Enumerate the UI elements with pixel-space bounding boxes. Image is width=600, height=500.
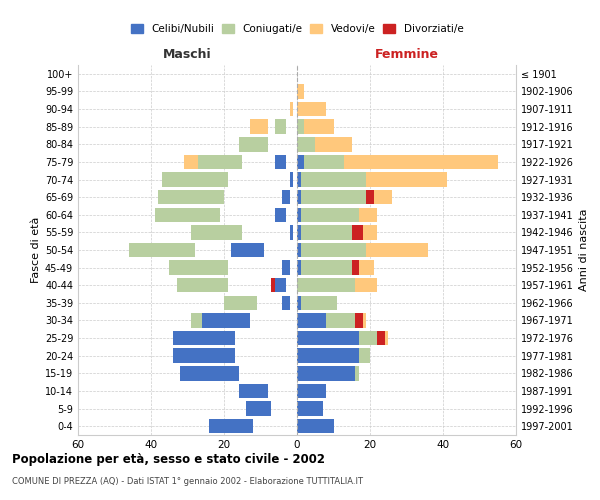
Text: Maschi: Maschi bbox=[163, 48, 212, 62]
Bar bbox=[359, 331, 377, 345]
Bar bbox=[246, 402, 271, 416]
Bar bbox=[315, 137, 352, 152]
Bar bbox=[158, 190, 224, 204]
Text: Popolazione per età, sesso e stato civile - 2002: Popolazione per età, sesso e stato civil… bbox=[12, 452, 325, 466]
Bar bbox=[169, 260, 227, 275]
Bar bbox=[359, 208, 377, 222]
Bar bbox=[271, 278, 279, 292]
Bar bbox=[352, 225, 362, 240]
Bar bbox=[344, 154, 498, 169]
Bar bbox=[213, 208, 217, 222]
Bar bbox=[301, 225, 352, 240]
Bar bbox=[239, 384, 268, 398]
Bar bbox=[275, 278, 286, 292]
Bar bbox=[355, 366, 359, 380]
Bar bbox=[297, 260, 301, 275]
Bar bbox=[297, 314, 326, 328]
Bar bbox=[297, 366, 355, 380]
Bar bbox=[377, 331, 385, 345]
Bar bbox=[209, 419, 253, 434]
Bar bbox=[213, 331, 217, 345]
Bar bbox=[301, 190, 367, 204]
Bar bbox=[301, 243, 367, 257]
Bar bbox=[297, 384, 326, 398]
Bar bbox=[191, 225, 242, 240]
Bar bbox=[129, 243, 195, 257]
Y-axis label: Anni di nascita: Anni di nascita bbox=[579, 209, 589, 291]
Bar bbox=[239, 137, 253, 152]
Bar bbox=[257, 243, 260, 257]
Bar bbox=[173, 331, 235, 345]
Bar bbox=[206, 331, 220, 345]
Bar bbox=[367, 190, 374, 204]
Bar bbox=[239, 137, 268, 152]
Bar bbox=[162, 172, 227, 186]
Bar bbox=[297, 84, 304, 98]
Bar bbox=[301, 172, 367, 186]
Bar bbox=[297, 402, 323, 416]
Bar bbox=[297, 348, 359, 363]
Bar bbox=[169, 172, 199, 186]
Bar bbox=[352, 260, 359, 275]
Bar bbox=[326, 314, 355, 328]
Bar bbox=[367, 172, 446, 186]
Legend: Celibi/Nubili, Coniugati/e, Vedovi/e, Divorziati/e: Celibi/Nubili, Coniugati/e, Vedovi/e, Di… bbox=[128, 22, 466, 36]
Bar bbox=[301, 208, 359, 222]
Bar bbox=[227, 348, 232, 363]
Bar bbox=[275, 208, 286, 222]
Bar bbox=[301, 260, 352, 275]
Bar bbox=[297, 120, 304, 134]
Bar bbox=[173, 348, 235, 363]
Bar bbox=[362, 225, 377, 240]
Bar bbox=[297, 419, 334, 434]
Bar bbox=[275, 154, 286, 169]
Bar bbox=[297, 172, 301, 186]
Bar bbox=[290, 225, 293, 240]
Bar bbox=[297, 154, 304, 169]
Bar bbox=[180, 366, 239, 380]
Bar bbox=[199, 154, 242, 169]
Bar bbox=[355, 278, 377, 292]
Text: Femmine: Femmine bbox=[374, 48, 439, 62]
Bar bbox=[297, 208, 301, 222]
Bar bbox=[301, 296, 337, 310]
Text: COMUNE DI PREZZA (AQ) - Dati ISTAT 1° gennaio 2002 - Elaborazione TUTTITALIA.IT: COMUNE DI PREZZA (AQ) - Dati ISTAT 1° ge… bbox=[12, 478, 363, 486]
Bar bbox=[184, 154, 213, 169]
Bar bbox=[297, 102, 326, 117]
Bar bbox=[191, 314, 220, 328]
Bar bbox=[275, 120, 286, 134]
Bar bbox=[297, 225, 301, 240]
Bar bbox=[374, 190, 392, 204]
Bar bbox=[297, 278, 355, 292]
Bar bbox=[250, 120, 268, 134]
Bar bbox=[176, 278, 227, 292]
Bar bbox=[297, 190, 301, 204]
Bar bbox=[232, 243, 264, 257]
Bar bbox=[283, 260, 290, 275]
Bar bbox=[224, 296, 257, 310]
Bar bbox=[202, 314, 250, 328]
Bar bbox=[359, 260, 374, 275]
Bar bbox=[217, 190, 220, 204]
Bar bbox=[297, 331, 359, 345]
Bar bbox=[355, 314, 362, 328]
Bar bbox=[385, 331, 388, 345]
Bar bbox=[362, 314, 367, 328]
Y-axis label: Fasce di età: Fasce di età bbox=[31, 217, 41, 283]
Bar bbox=[297, 243, 301, 257]
Bar bbox=[283, 296, 290, 310]
Bar bbox=[304, 120, 334, 134]
Bar bbox=[283, 190, 290, 204]
Bar bbox=[283, 260, 286, 275]
Bar bbox=[297, 137, 315, 152]
Bar bbox=[290, 172, 293, 186]
Bar bbox=[297, 296, 301, 310]
Bar bbox=[367, 243, 428, 257]
Bar bbox=[155, 208, 220, 222]
Bar bbox=[290, 102, 293, 117]
Bar bbox=[304, 154, 344, 169]
Bar bbox=[359, 348, 370, 363]
